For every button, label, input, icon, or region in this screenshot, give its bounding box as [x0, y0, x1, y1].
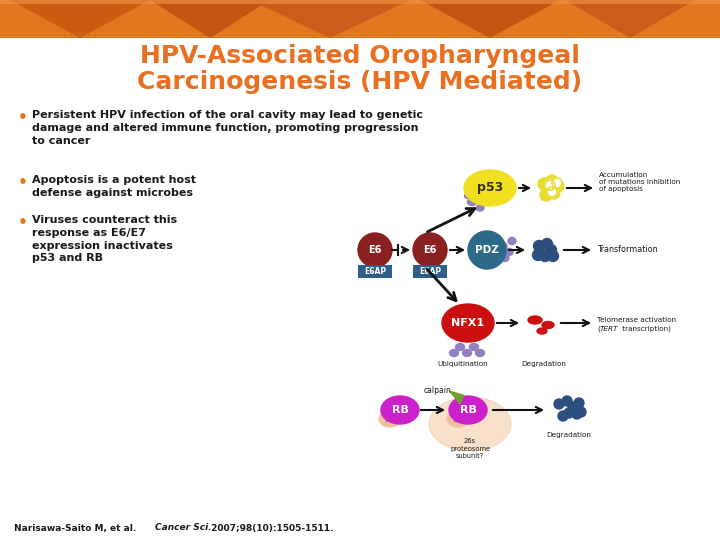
Polygon shape [250, 0, 410, 38]
Text: E6: E6 [423, 245, 437, 255]
Circle shape [358, 233, 392, 267]
Circle shape [552, 180, 564, 192]
Text: Cancer Sci.: Cancer Sci. [155, 523, 212, 532]
FancyBboxPatch shape [358, 265, 392, 278]
Circle shape [548, 187, 560, 199]
Text: transcription): transcription) [620, 326, 671, 332]
Polygon shape [565, 0, 695, 38]
Circle shape [539, 251, 551, 261]
Circle shape [533, 249, 544, 260]
Text: Accumulation
of mutations Inhibition
of apoptosis: Accumulation of mutations Inhibition of … [599, 172, 680, 192]
Text: Persistent HPV infection of the oral cavity may lead to genetic
damage and alter: Persistent HPV infection of the oral cav… [32, 110, 423, 146]
Circle shape [564, 408, 574, 418]
Circle shape [540, 189, 552, 201]
Text: 2007;98(10):1505-1511.: 2007;98(10):1505-1511. [208, 523, 333, 532]
Ellipse shape [464, 170, 516, 206]
Ellipse shape [442, 304, 494, 342]
Ellipse shape [449, 349, 459, 356]
Ellipse shape [449, 396, 487, 424]
Circle shape [547, 251, 559, 261]
Ellipse shape [501, 254, 509, 261]
Ellipse shape [379, 411, 401, 427]
Text: •: • [18, 110, 28, 125]
Text: PDZ: PDZ [475, 245, 499, 255]
Text: E6AP: E6AP [364, 267, 386, 275]
Ellipse shape [542, 321, 554, 328]
Ellipse shape [429, 397, 511, 451]
Text: •: • [18, 215, 28, 230]
Ellipse shape [447, 411, 469, 427]
Text: Narisawa-Saito M, et al.: Narisawa-Saito M, et al. [14, 523, 140, 532]
Circle shape [572, 409, 582, 419]
Circle shape [413, 233, 447, 267]
Text: Viruses counteract this
response as E6/E7
expression inactivates
p53 and RB: Viruses counteract this response as E6/E… [32, 215, 177, 264]
Text: Transformation: Transformation [597, 246, 657, 254]
Text: Ubiquitination: Ubiquitination [438, 361, 488, 367]
Text: E6: E6 [369, 245, 382, 255]
Ellipse shape [381, 396, 419, 424]
Ellipse shape [469, 343, 479, 350]
Ellipse shape [505, 248, 513, 255]
Circle shape [558, 411, 568, 421]
Circle shape [538, 178, 550, 190]
Ellipse shape [456, 343, 464, 350]
Ellipse shape [482, 195, 488, 201]
Text: RB: RB [459, 405, 477, 415]
Ellipse shape [537, 328, 547, 334]
Circle shape [562, 396, 572, 406]
Ellipse shape [467, 199, 477, 206]
Circle shape [545, 180, 555, 190]
Circle shape [574, 398, 584, 408]
Text: •: • [18, 175, 28, 190]
Text: E7: E7 [453, 415, 463, 423]
Text: Telomerase activation: Telomerase activation [597, 317, 676, 323]
Text: Apoptosis is a potent host
defense against microbes: Apoptosis is a potent host defense again… [32, 175, 196, 198]
Polygon shape [150, 0, 270, 38]
Circle shape [554, 399, 564, 409]
Ellipse shape [508, 238, 516, 245]
Text: calpain: calpain [424, 386, 452, 395]
Circle shape [576, 407, 586, 417]
Ellipse shape [476, 205, 484, 211]
Circle shape [547, 187, 557, 197]
Circle shape [541, 239, 552, 249]
Polygon shape [420, 0, 560, 38]
Ellipse shape [528, 316, 542, 324]
Text: Degradation: Degradation [521, 361, 567, 367]
Text: Degradation: Degradation [546, 432, 591, 438]
Text: RB: RB [392, 405, 408, 415]
Circle shape [546, 175, 558, 187]
Circle shape [534, 240, 544, 252]
Circle shape [468, 231, 506, 269]
Circle shape [552, 178, 562, 188]
Text: HPV-Associated Oropharyngeal: HPV-Associated Oropharyngeal [140, 44, 580, 68]
Bar [0, 0, 720, 38]
Ellipse shape [475, 349, 485, 356]
Text: p53: p53 [477, 181, 503, 194]
Polygon shape [10, 0, 150, 38]
Bar [0, 0, 720, 4]
Circle shape [568, 402, 578, 412]
Ellipse shape [464, 193, 472, 199]
Ellipse shape [462, 349, 472, 356]
Text: TERT: TERT [600, 326, 618, 332]
Text: E6AP: E6AP [419, 267, 441, 275]
Polygon shape [448, 390, 465, 405]
Text: (: ( [597, 326, 600, 332]
Text: E7: E7 [384, 415, 395, 423]
Circle shape [546, 245, 557, 255]
FancyBboxPatch shape [413, 265, 447, 278]
Ellipse shape [499, 242, 507, 249]
Text: NFX1: NFX1 [451, 318, 485, 328]
Text: 26s
proteosome
subunit?: 26s proteosome subunit? [450, 438, 490, 459]
Text: Carcinogenesis (HPV Mediated): Carcinogenesis (HPV Mediated) [138, 70, 582, 94]
